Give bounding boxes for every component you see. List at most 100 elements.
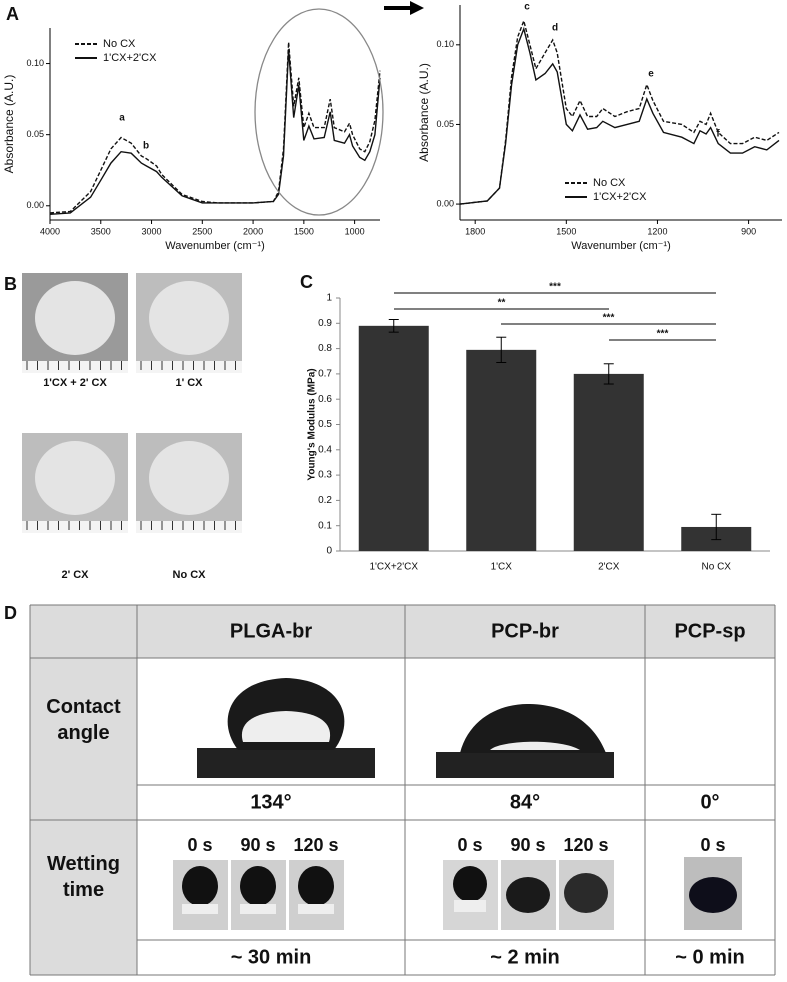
y-tick-label: 0.4 bbox=[318, 444, 332, 455]
wetting-image bbox=[173, 857, 742, 930]
y-axis-label: Absorbance (A.U.) bbox=[417, 63, 431, 162]
bar bbox=[358, 325, 429, 551]
time-label: 90 s bbox=[510, 835, 545, 855]
column-header: PCP-br bbox=[491, 620, 559, 642]
photo bbox=[22, 273, 128, 373]
photo-sample bbox=[149, 281, 229, 355]
time-label: 0 s bbox=[187, 835, 212, 855]
series-line bbox=[49, 42, 381, 214]
y-tick-label: 0.5 bbox=[318, 419, 332, 430]
wetting-time-value: ~ 0 min bbox=[675, 946, 744, 968]
annotation: b bbox=[143, 141, 149, 152]
annotation: d bbox=[552, 23, 558, 34]
column-header: PCP-sp bbox=[674, 620, 745, 642]
table-first-col-bg bbox=[30, 605, 137, 975]
annotation: e bbox=[648, 69, 654, 80]
photo bbox=[22, 433, 128, 533]
panel-label: C bbox=[300, 272, 313, 292]
table-bg bbox=[30, 605, 775, 975]
photo bbox=[136, 433, 242, 533]
y-axis-label: Young's Modulus (MPa) bbox=[307, 368, 318, 480]
annotation: a bbox=[119, 113, 125, 124]
panel-label: B bbox=[4, 274, 17, 294]
legend-label: 1'CX+2'CX bbox=[103, 52, 157, 64]
time-label: 0 s bbox=[700, 835, 725, 855]
y-tick-label: 0.10 bbox=[436, 39, 454, 49]
time-label: 90 s bbox=[240, 835, 275, 855]
legend-label: No CX bbox=[103, 38, 136, 50]
y-tick-label: 0.6 bbox=[318, 394, 332, 405]
panel-label: A bbox=[6, 4, 19, 24]
y-tick-label: 0.05 bbox=[26, 129, 44, 139]
row-label: Contact angle bbox=[46, 696, 121, 744]
x-tick-label: 2500 bbox=[192, 226, 212, 236]
y-tick-label: 0.2 bbox=[318, 495, 332, 506]
photo-sample bbox=[35, 281, 115, 355]
annotation: c bbox=[524, 2, 530, 13]
photo-sample bbox=[35, 441, 115, 515]
table-header-bg bbox=[30, 605, 775, 658]
photo-label: 1'CX + 2' CX bbox=[43, 377, 107, 389]
photo-label: No CX bbox=[173, 569, 207, 581]
y-tick-label: 1 bbox=[326, 293, 332, 304]
significance-label: ** bbox=[498, 298, 506, 309]
x-tick-label: 3500 bbox=[91, 226, 111, 236]
x-tick-label: No CX bbox=[702, 562, 732, 573]
x-tick-label: 900 bbox=[741, 226, 756, 236]
arrow-head bbox=[410, 1, 424, 15]
x-axis-label: Wavenumber (cm⁻¹) bbox=[571, 240, 671, 252]
contact-image bbox=[197, 678, 614, 778]
x-tick-label: 1200 bbox=[647, 226, 667, 236]
wetting-time-value: ~ 30 min bbox=[231, 946, 312, 968]
significance-label: *** bbox=[549, 282, 561, 293]
significance-label: *** bbox=[657, 329, 669, 340]
photo-sample bbox=[149, 441, 229, 515]
y-tick-label: 0.9 bbox=[318, 318, 332, 329]
column-header: PLGA-br bbox=[230, 620, 312, 642]
y-tick-label: 0.8 bbox=[318, 343, 332, 354]
contact-angle-value: 84° bbox=[510, 791, 540, 813]
x-tick-label: 1500 bbox=[556, 226, 576, 236]
wetting-time-value: ~ 2 min bbox=[490, 946, 559, 968]
series-line bbox=[459, 18, 780, 205]
row-label: Wetting time bbox=[47, 853, 120, 901]
x-axis-label: Wavenumber (cm⁻¹) bbox=[165, 240, 265, 252]
significance-label: *** bbox=[603, 313, 615, 324]
x-tick-label: 2'CX bbox=[598, 562, 620, 573]
error-bar bbox=[603, 363, 614, 385]
x-tick-label: 1'CX+2'CX bbox=[369, 562, 418, 573]
x-tick-label: 1500 bbox=[294, 226, 314, 236]
y-tick-label: 0.05 bbox=[436, 119, 454, 129]
x-tick-label: 3000 bbox=[142, 226, 162, 236]
error-bar bbox=[496, 336, 507, 364]
y-tick-label: 0.3 bbox=[318, 470, 332, 481]
x-tick-label: 2000 bbox=[243, 226, 263, 236]
y-tick-label: 0.00 bbox=[436, 198, 454, 208]
time-label: 120 s bbox=[293, 835, 338, 855]
contact-angle-value: 134° bbox=[250, 791, 291, 813]
time-label: 0 s bbox=[457, 835, 482, 855]
legend-label: No CX bbox=[593, 177, 626, 189]
highlight-circle bbox=[254, 8, 384, 216]
x-tick-label: 4000 bbox=[40, 226, 60, 236]
y-tick-label: 0.00 bbox=[26, 200, 44, 210]
y-tick-label: 0.1 bbox=[318, 520, 332, 531]
contact-angle-value: 0° bbox=[700, 791, 719, 813]
photo-label: 2' CX bbox=[61, 569, 89, 581]
photo-label: 1' CX bbox=[175, 377, 203, 389]
annotation: f bbox=[716, 129, 720, 140]
y-tick-label: 0.10 bbox=[26, 58, 44, 68]
time-label: 120 s bbox=[563, 835, 608, 855]
panel-label: D bbox=[4, 603, 17, 623]
legend-label: 1'CX+2'CX bbox=[593, 191, 647, 203]
series-line bbox=[459, 26, 780, 205]
y-axis-label: Absorbance (A.U.) bbox=[2, 75, 16, 174]
x-tick-label: 1'CX bbox=[491, 562, 513, 573]
error-bar bbox=[388, 319, 399, 333]
bar bbox=[466, 349, 537, 551]
y-tick-label: 0.7 bbox=[318, 369, 332, 380]
photo bbox=[136, 273, 242, 373]
x-tick-label: 1000 bbox=[345, 226, 365, 236]
